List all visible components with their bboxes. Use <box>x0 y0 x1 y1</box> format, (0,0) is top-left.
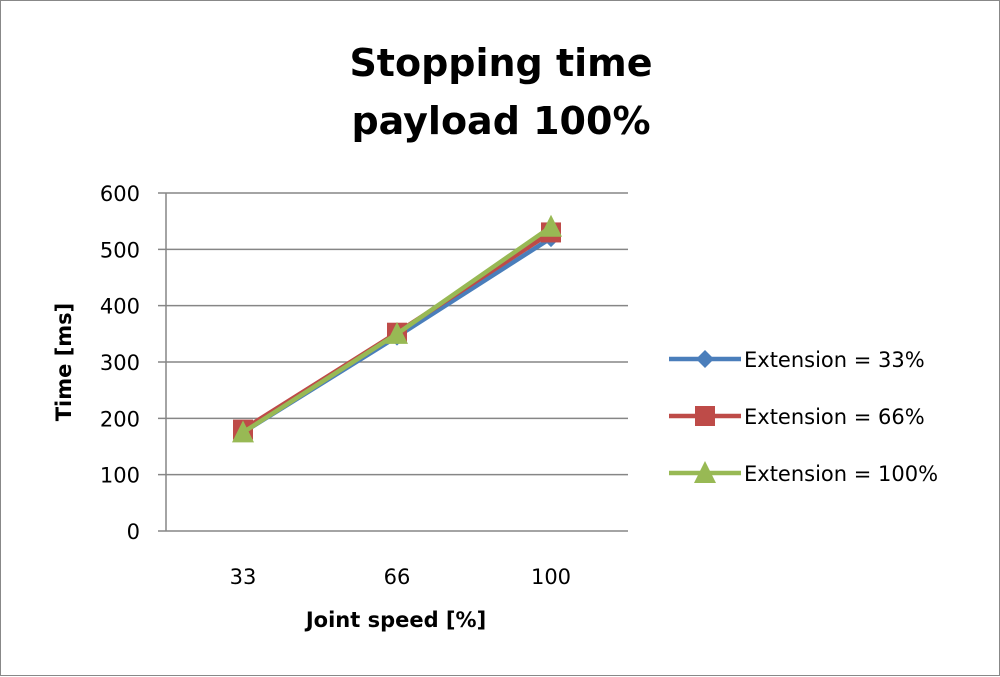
y-tick-label: 0 <box>127 520 140 544</box>
chart-title-line: payload 100% <box>351 99 650 143</box>
x-tick-label: 100 <box>531 565 571 589</box>
data-point-square <box>695 406 715 426</box>
y-tick-label: 200 <box>100 407 140 431</box>
y-tick-label: 100 <box>100 464 140 488</box>
x-tick-label: 33 <box>230 565 257 589</box>
y-tick-label: 500 <box>100 238 140 262</box>
x-axis-label: Joint speed [%] <box>304 608 486 632</box>
data-point-triangle <box>694 461 716 483</box>
chart-title-line: Stopping time <box>349 41 652 85</box>
y-tick-label: 600 <box>100 182 140 206</box>
legend-label: Extension = 66% <box>744 405 925 429</box>
legend-label: Extension = 100% <box>744 462 938 486</box>
data-point-diamond <box>696 350 714 368</box>
legend-label: Extension = 33% <box>744 348 925 372</box>
data-point-triangle <box>540 214 562 237</box>
x-tick-label: 66 <box>384 565 411 589</box>
y-tick-label: 300 <box>100 351 140 375</box>
y-tick-label: 400 <box>100 295 140 319</box>
data-point-triangle <box>386 321 408 344</box>
data-point-triangle <box>232 420 254 443</box>
y-axis-label: Time [ms] <box>52 303 76 422</box>
